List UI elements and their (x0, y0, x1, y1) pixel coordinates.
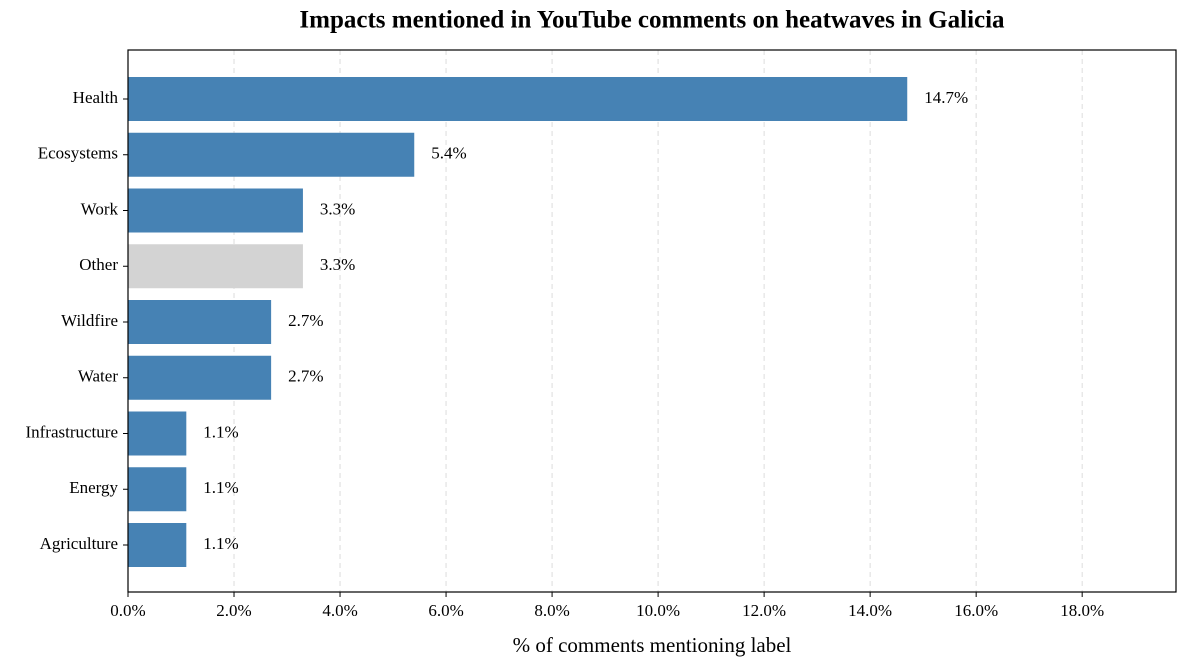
value-label: 14.7% (924, 88, 968, 107)
plot-frame (127, 49, 1177, 593)
value-label: 1.1% (203, 534, 238, 553)
y-tick-label: Ecosystems (38, 144, 118, 163)
y-tick-label: Agriculture (40, 534, 118, 553)
x-tick-label: 4.0% (322, 601, 357, 620)
value-label: 3.3% (320, 255, 355, 274)
bar (128, 523, 187, 567)
y-tick-label: Energy (69, 478, 118, 497)
value-label: 1.1% (203, 422, 238, 441)
value-label: 5.4% (431, 144, 466, 163)
x-tick-label: 18.0% (1060, 601, 1104, 620)
y-tick-label: Health (73, 88, 119, 107)
y-tick-label: Water (78, 367, 118, 386)
x-tick-label: 16.0% (954, 601, 998, 620)
value-label: 3.3% (320, 199, 355, 218)
bar (128, 132, 415, 177)
x-axis-label: % of comments mentioning label (513, 633, 792, 657)
x-tick-label: 8.0% (534, 601, 569, 620)
y-tick-label: Wildfire (61, 311, 118, 330)
value-label: 2.7% (288, 311, 323, 330)
x-tick-label: 12.0% (742, 601, 786, 620)
x-tick-label: 6.0% (428, 601, 463, 620)
x-tick-label: 0.0% (110, 601, 145, 620)
bar (128, 411, 187, 456)
y-tick-label: Other (79, 255, 118, 274)
y-tick-label: Infrastructure (25, 422, 118, 441)
chart-title: Impacts mentioned in YouTube comments on… (299, 7, 1005, 34)
bar (128, 355, 272, 400)
x-tick-label: 10.0% (636, 601, 680, 620)
y-tick-label: Work (81, 199, 119, 218)
x-tick-label: 2.0% (216, 601, 251, 620)
bar (128, 188, 303, 233)
value-label: 1.1% (203, 478, 238, 497)
bar (128, 467, 187, 512)
bar (128, 77, 908, 121)
bar (128, 300, 272, 344)
value-label: 2.7% (288, 367, 323, 386)
bar (128, 244, 303, 289)
x-tick-label: 14.0% (848, 601, 892, 620)
